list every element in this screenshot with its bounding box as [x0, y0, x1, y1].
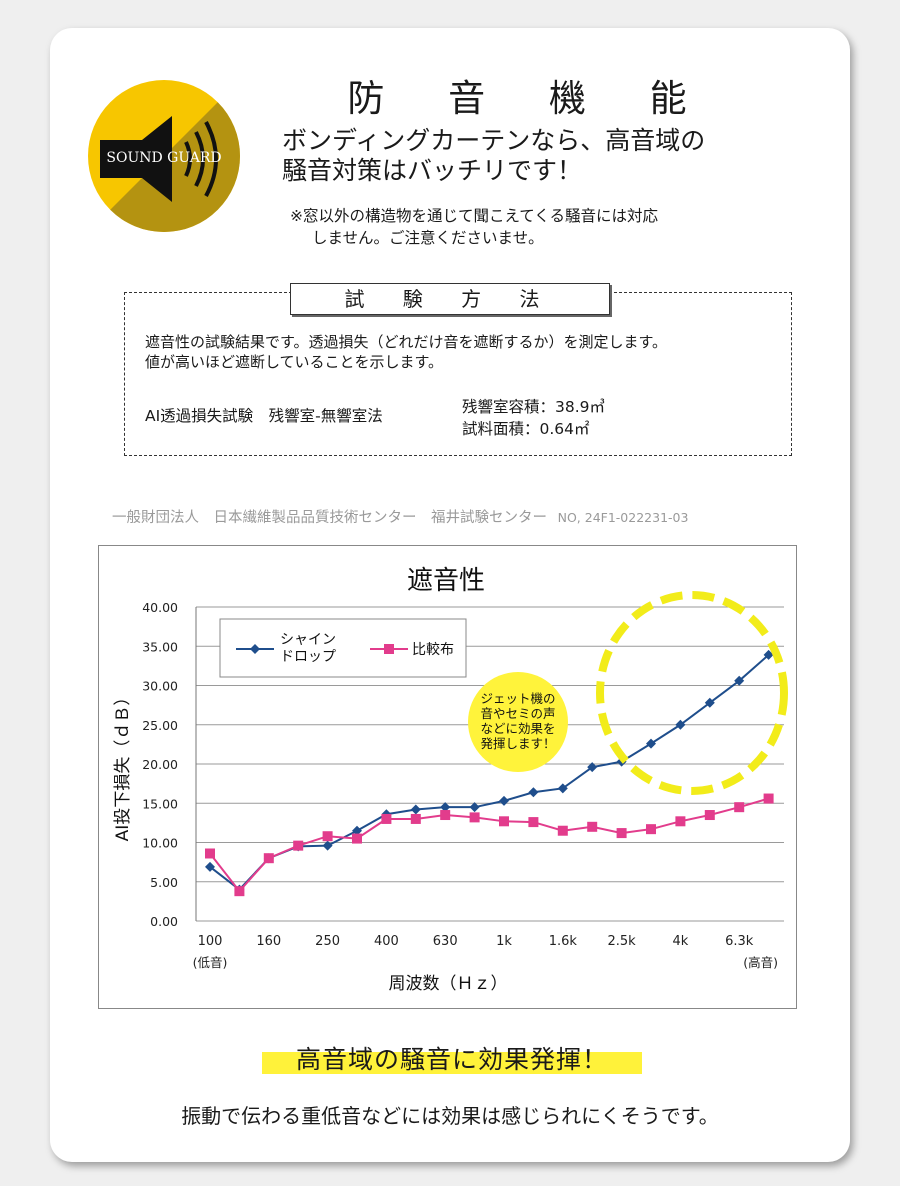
data-point — [440, 802, 451, 813]
sample-area: 試料面積：0.64㎡ — [462, 420, 590, 438]
highlight-banner: 高音域の騒音に効果発揮！ — [262, 1040, 642, 1074]
test-name: AI透過損失試験 残響室-無響室法 — [145, 407, 383, 425]
data-point — [763, 793, 774, 804]
legend-marker — [250, 644, 260, 654]
annotation-text: ジェット機の — [480, 691, 555, 706]
test-method-label: 試 験 方 法 — [290, 283, 610, 315]
badge-text: SOUND GUARD — [106, 150, 221, 166]
speaker-icon — [100, 116, 218, 202]
x-tick-label: 1.6k — [549, 934, 578, 949]
data-point — [528, 817, 539, 828]
data-point — [616, 828, 627, 839]
data-point — [263, 853, 274, 864]
y-tick-label: 35.00 — [142, 639, 178, 654]
data-point — [499, 816, 509, 827]
data-point — [557, 783, 568, 794]
data-point — [469, 802, 480, 813]
note-line-1: ※窓以外の構造物を通じて聞こえてくる騒音には対応 — [290, 207, 658, 225]
caution-note: ※窓以外の構造物を通じて聞こえてくる騒音には対応 しません。ご注意くださいませ。 — [290, 205, 810, 249]
data-point — [528, 787, 539, 798]
data-point — [322, 831, 333, 842]
y-tick-label: 5.00 — [150, 875, 178, 890]
data-point — [734, 802, 745, 813]
data-point — [557, 825, 568, 836]
x-low-label: (低音) — [193, 955, 228, 970]
data-point — [381, 813, 392, 824]
data-point — [763, 649, 774, 660]
data-point — [205, 861, 215, 872]
data-point — [587, 762, 598, 773]
y-tick-label: 20.00 — [142, 757, 178, 772]
lead-line-2: 騒音対策はバッチリです！ — [282, 156, 583, 185]
annotation-text: 発揮します！ — [480, 736, 555, 751]
organization-name: 一般財団法人 日本繊維製品品質技術センター 福井試験センター — [112, 510, 547, 526]
x-tick-label: 1k — [496, 934, 512, 949]
annotation-text: 音やセミの声 — [480, 706, 555, 721]
data-point — [734, 675, 745, 686]
sound-guard-badge: SOUND GUARD — [88, 80, 240, 232]
lead-line-1: ボンディングカーテンなら、高音域の — [282, 126, 706, 155]
test-method-description: 遮音性の試験結果です。透過損失（どれだけ音を遮断するか）を測定します。 値が高い… — [145, 332, 785, 372]
y-tick-label: 0.00 — [150, 914, 178, 929]
room-volume: 残響室容積：38.9㎥ — [462, 398, 606, 416]
data-point — [499, 795, 509, 806]
method-desc-line-1: 遮音性の試験結果です。透過損失（どれだけ音を遮断するか）を測定します。 — [145, 333, 668, 351]
data-point — [440, 810, 451, 821]
data-point — [352, 825, 362, 836]
annotation-text: などに効果を — [480, 721, 555, 736]
data-point — [646, 738, 656, 749]
legend-label: シャイン — [280, 632, 336, 648]
x-tick-label: 2.5k — [607, 934, 636, 949]
data-point — [205, 848, 215, 859]
data-point — [293, 840, 304, 851]
highlight-text: 高音域の騒音に効果発揮！ — [295, 1045, 608, 1074]
y-tick-label: 15.00 — [142, 796, 178, 811]
test-specs: 残響室容積：38.9㎥ 試料面積：0.64㎡ — [462, 396, 605, 440]
page-title: 防 音 機 能 — [347, 77, 713, 120]
data-point — [675, 719, 686, 730]
y-tick-label: 25.00 — [142, 718, 178, 733]
legend-label: ドロップ — [280, 649, 336, 665]
y-tick-label: 40.00 — [142, 600, 178, 615]
data-point — [704, 810, 715, 821]
data-point — [469, 812, 480, 823]
x-tick-label: 100 — [198, 934, 223, 949]
data-point — [322, 840, 333, 851]
annotation-bubble — [468, 672, 568, 772]
legend-marker — [384, 644, 394, 654]
x-axis-title: 周波数（Ｈｚ） — [389, 974, 508, 994]
chart-title: 遮音性 — [407, 566, 485, 596]
data-point — [410, 813, 421, 824]
x-tick-label: 160 — [256, 934, 281, 949]
data-point — [352, 833, 362, 844]
data-point — [587, 821, 598, 832]
data-point — [675, 816, 686, 827]
legend-label: 比較布 — [412, 642, 454, 658]
test-method-box — [124, 292, 792, 456]
lead-text: ボンディングカーテンなら、高音域の 騒音対策はバッチリです！ — [282, 126, 822, 186]
y-tick-label: 10.00 — [142, 836, 178, 851]
highlight-marker — [262, 1052, 642, 1074]
data-point — [646, 824, 656, 835]
data-point — [704, 697, 715, 708]
x-tick-label: 4k — [672, 934, 688, 949]
data-point — [410, 804, 421, 815]
testing-organization: 一般財団法人 日本繊維製品品質技術センター 福井試験センター NO, 24F1-… — [112, 506, 812, 527]
x-tick-label: 6.3k — [725, 934, 754, 949]
footer-note: 振動で伝わる重低音などには効果は感じられにくそうです。 — [181, 1104, 719, 1128]
y-tick-label: 30.00 — [142, 679, 178, 694]
data-point — [234, 886, 245, 897]
highlight-ring — [596, 591, 788, 795]
report-number: NO, 24F1-022231-03 — [557, 510, 689, 525]
x-tick-label: 250 — [315, 934, 340, 949]
x-tick-label: 400 — [374, 934, 399, 949]
sound-insulation-chart: 遮音性 0.00 5.00 10.00 15.00 20.00 25.00 30.00 35.0… — [113, 566, 788, 994]
x-tick-label: 630 — [433, 934, 458, 949]
x-high-label: (高音) — [743, 955, 778, 970]
y-axis-title: AI投下損失（ｄＢ） — [113, 689, 133, 842]
note-line-2: しません。ご注意くださいませ。 — [312, 229, 544, 247]
method-desc-line-2: 値が高いほど遮断していることを示します。 — [145, 353, 444, 371]
